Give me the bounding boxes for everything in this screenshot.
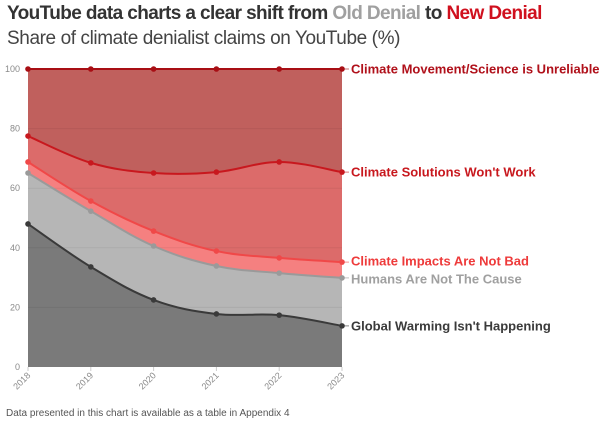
x-tick-label: 2021 [200, 370, 221, 391]
title-mid: to [420, 3, 447, 24]
point-climate-solutions-won-t-work-2019 [88, 160, 94, 166]
point-global-warming-isn-t-happening-2022 [276, 312, 283, 318]
point-humans-are-not-the-cause-2023 [339, 275, 345, 281]
title-old-denial: Old Denial [332, 3, 421, 24]
x-tick-label: 2018 [11, 370, 32, 391]
point-global-warming-isn-t-happening-2019 [88, 264, 94, 270]
y-tick-label: 100 [5, 64, 20, 74]
line-layer [25, 66, 345, 329]
point-climate-movement-science-is-unreliable-2023 [339, 66, 345, 72]
chart-subtitle: Share of climate denialist claims on You… [7, 28, 401, 49]
area-climate-movement-science-is-unreliable [28, 69, 342, 174]
point-climate-impacts-are-not-bad-2023 [339, 259, 345, 265]
point-humans-are-not-the-cause-2018 [25, 170, 31, 176]
point-climate-solutions-won-t-work-2022 [276, 159, 283, 165]
chart-title: YouTube data charts a clear shift from O… [7, 3, 542, 25]
point-global-warming-isn-t-happening-2023 [339, 323, 345, 329]
point-humans-are-not-the-cause-2022 [276, 270, 283, 276]
point-climate-impacts-are-not-bad-2022 [276, 255, 283, 261]
point-climate-movement-science-is-unreliable-2021 [213, 66, 220, 72]
point-climate-solutions-won-t-work-2018 [25, 133, 31, 139]
point-global-warming-isn-t-happening-2018 [25, 221, 31, 227]
area-layer [28, 69, 342, 367]
y-tick-label: 40 [10, 243, 20, 253]
point-climate-solutions-won-t-work-2023 [339, 169, 345, 175]
series-label-climate-impacts-are-not-bad: Climate Impacts Are Not Bad [351, 254, 529, 269]
area-humans-are-not-the-cause [28, 173, 342, 326]
y-tick-label: 80 [10, 124, 20, 134]
point-climate-solutions-won-t-work-2021 [213, 169, 220, 175]
area-global-warming-isn-t-happening [28, 223, 342, 367]
x-tick-label: 2019 [74, 370, 95, 391]
point-climate-movement-science-is-unreliable-2020 [150, 66, 157, 72]
point-climate-movement-science-is-unreliable-2019 [88, 66, 94, 72]
point-climate-impacts-are-not-bad-2018 [25, 159, 31, 165]
point-climate-impacts-are-not-bad-2019 [88, 198, 94, 204]
series-label-climate-movement-science-is-unreliable: Climate Movement/Science is Unreliable [351, 62, 600, 77]
point-global-warming-isn-t-happening-2021 [213, 311, 220, 317]
series-label-climate-solutions-won-t-work: Climate Solutions Won't Work [351, 165, 536, 180]
line-climate-solutions-won-t-work [27, 135, 343, 175]
point-climate-impacts-are-not-bad-2020 [150, 228, 157, 234]
point-climate-movement-science-is-unreliable-2022 [276, 66, 283, 72]
title-prefix: YouTube data charts a clear shift from [7, 3, 333, 24]
point-climate-movement-science-is-unreliable-2018 [25, 66, 31, 72]
series-label-humans-are-not-the-cause: Humans Are Not The Cause [351, 271, 522, 286]
y-tick-label: 0 [15, 362, 20, 372]
point-global-warming-isn-t-happening-2020 [150, 297, 157, 303]
point-humans-are-not-the-cause-2020 [150, 243, 157, 249]
title-new-denial: New Denial [446, 3, 542, 24]
y-tick-label: 20 [10, 302, 20, 312]
point-climate-solutions-won-t-work-2020 [150, 170, 157, 176]
point-humans-are-not-the-cause-2019 [88, 208, 94, 214]
series-label-global-warming-isn-t-happening: Global Warming Isn't Happening [351, 318, 551, 333]
footer-note: Data presented in this chart is availabl… [6, 408, 290, 419]
area-climate-impacts-are-not-bad [28, 161, 342, 278]
x-tick-label: 2022 [262, 370, 283, 391]
x-tick-label: 2020 [137, 370, 158, 391]
series-labels: Global Warming Isn't Happening Humans Are… [344, 62, 600, 333]
point-humans-are-not-the-cause-2021 [213, 263, 220, 269]
y-tick-label: 60 [10, 183, 20, 193]
x-tick-label: 2023 [325, 370, 346, 391]
point-climate-impacts-are-not-bad-2021 [213, 248, 220, 254]
